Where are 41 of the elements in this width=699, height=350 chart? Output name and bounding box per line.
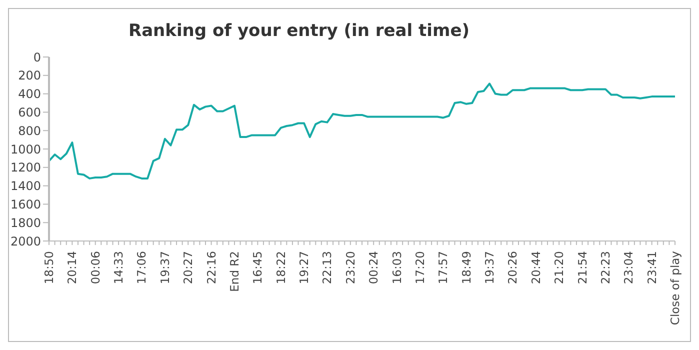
y-tick-label: 800 xyxy=(18,124,41,138)
x-tick-label: 00:06 xyxy=(88,251,102,284)
x-tick-label: 19:37 xyxy=(158,251,172,284)
y-tick-label: 1400 xyxy=(10,179,41,194)
x-tick-label: 18:49 xyxy=(459,251,474,284)
y-tick-label: 1800 xyxy=(10,216,41,230)
x-tick-label: 20:27 xyxy=(181,251,196,284)
x-tick-label: 20:14 xyxy=(65,251,80,284)
x-tick-label: End R2 xyxy=(227,251,242,292)
x-tick-label: 17:57 xyxy=(436,251,450,284)
y-tick-label: 0 xyxy=(33,50,41,64)
x-tick-label: 23:04 xyxy=(622,251,636,284)
x-tick-label: 17:20 xyxy=(412,251,427,284)
y-tick-label: 1200 xyxy=(10,160,41,175)
x-tick-label: 16:45 xyxy=(250,251,265,284)
x-tick-label: 22:23 xyxy=(598,251,612,284)
y-tick-label: 600 xyxy=(18,105,41,120)
line-series xyxy=(48,82,676,180)
y-tick-label: 1600 xyxy=(10,197,41,212)
x-tick-label: 20:44 xyxy=(528,251,543,284)
chart-title: Ranking of your entry (in real time) xyxy=(127,21,470,41)
x-tick-label: 00:24 xyxy=(366,251,381,284)
x-tick-label: 18:22 xyxy=(274,251,288,284)
x-tick-label: 19:27 xyxy=(297,251,312,284)
x-tick-label: 18:50 xyxy=(42,251,56,284)
x-tick-label: 21:20 xyxy=(552,251,566,284)
x-tick-label: 22:13 xyxy=(320,251,334,284)
x-tick-label: 22:16 xyxy=(204,251,218,284)
x-tick-label: 23:20 xyxy=(343,251,358,284)
y-tick-label: 1000 xyxy=(10,142,41,156)
x-tick-label: 14:33 xyxy=(112,251,126,284)
x-tick-label: 21:54 xyxy=(575,251,590,284)
y-tick-label: 400 xyxy=(18,87,41,102)
x-tick-label: 19:37 xyxy=(482,251,497,284)
x-tick-label: 23:41 xyxy=(644,251,659,284)
x-tick-label: 17:06 xyxy=(134,251,149,284)
x-tick-label: 16:03 xyxy=(390,251,404,284)
x-tick-label: 20:26 xyxy=(506,251,520,284)
x-tick-label: Close of play xyxy=(668,250,682,326)
y-tick-label: 2000 xyxy=(10,234,41,248)
y-tick-label: 200 xyxy=(18,68,41,83)
